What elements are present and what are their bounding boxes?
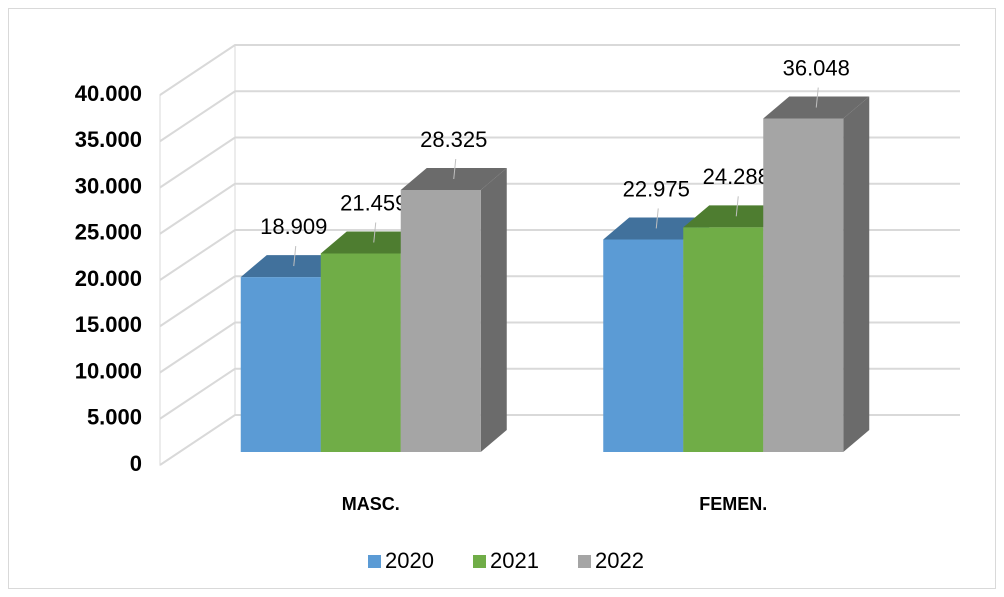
y-tick-label: 0 [130, 451, 142, 476]
leader-line [655, 208, 659, 229]
bar-face [683, 227, 764, 452]
y-tick-label: 40.000 [75, 81, 142, 106]
value-label: 18.909 [260, 214, 327, 239]
value-label: 36.048 [783, 55, 850, 80]
y-tick-label: 5.000 [87, 405, 142, 430]
bar-face [400, 189, 481, 452]
y-tick-label: 25.000 [75, 220, 142, 245]
bar-face [763, 118, 844, 452]
legend-swatch [368, 555, 381, 568]
y-tick-label: 10.000 [75, 358, 142, 383]
value-label: 24.288 [703, 164, 770, 189]
bar-face [240, 277, 321, 452]
legend-label: 2022 [595, 548, 644, 573]
legend-swatch [578, 555, 591, 568]
grid-line [159, 90, 960, 143]
leader-line [815, 87, 819, 108]
x-tick-label: FEMEN. [699, 494, 767, 514]
grid-line [159, 44, 960, 96]
y-tick-label: 35.000 [75, 127, 142, 152]
leader-line [453, 158, 457, 180]
bar [400, 167, 507, 452]
y-tick-label: 20.000 [75, 266, 142, 291]
bar [763, 96, 870, 452]
y-tick-label: 30.000 [75, 173, 142, 198]
leader-line [735, 196, 739, 217]
leader-line [373, 222, 377, 243]
legend-label: 2021 [490, 548, 539, 573]
bar-face [843, 96, 870, 452]
legend-label: 2020 [385, 548, 434, 573]
bar-face [603, 239, 684, 452]
legend-swatch [473, 555, 486, 568]
value-label: 21.459 [340, 190, 407, 215]
y-tick-label: 15.000 [75, 312, 142, 337]
bar-face [480, 167, 507, 452]
x-tick-label: MASC. [342, 494, 400, 514]
value-label: 28.325 [420, 127, 487, 152]
grid-line [159, 136, 960, 189]
grid-line [159, 182, 960, 235]
bar-face [320, 253, 401, 452]
value-label: 22.975 [623, 176, 690, 201]
leader-line [293, 246, 297, 267]
